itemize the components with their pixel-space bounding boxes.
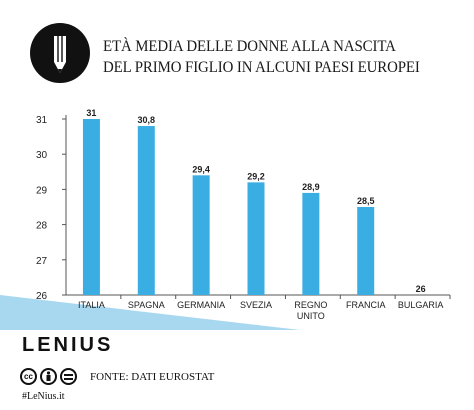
cc-icon: cc (20, 368, 37, 385)
chart-area: 26 27 28 29 30 31 31 ITALIA 30,8 SPAGNA 29,4 GERMAN… (0, 100, 474, 400)
header: ETÀ MEDIA DELLE DONNE ALLA NASCITA DEL P… (0, 0, 474, 100)
chart-title-line1: ETÀ MEDIA DELLE DONNE ALLA NASCITA (103, 38, 396, 55)
bar (357, 207, 375, 295)
website-handle: #LeNius.it (22, 391, 65, 402)
x-tick-label: REGNO (294, 300, 327, 310)
data-label: 29,2 (247, 171, 265, 181)
license-icons: cc (20, 368, 77, 385)
chart-title: ETÀ MEDIA DELLE DONNE ALLA NASCITA DEL P… (103, 36, 442, 78)
brand-logo: LENIUS (22, 334, 114, 356)
background-triangle-fill (0, 295, 300, 330)
y-tick-label: 29 (36, 185, 48, 196)
bar (192, 175, 210, 295)
x-tick-label: ITALIA (78, 300, 105, 310)
bar (247, 182, 265, 295)
x-tick-label: SVEZIA (240, 300, 272, 310)
nd-icon (60, 368, 77, 385)
data-label: 26 (416, 284, 426, 294)
y-tick-label: 31 (36, 115, 48, 126)
source-text: FONTE: DATI EUROSTAT (90, 371, 215, 383)
y-tick-label: 28 (36, 221, 48, 232)
bar (82, 119, 100, 295)
data-label: 31 (86, 108, 96, 118)
x-tick-label: FRANCIA (346, 300, 386, 310)
bar (302, 192, 320, 295)
data-label: 28,9 (302, 182, 320, 192)
data-label: 30,8 (138, 115, 156, 125)
by-icon (40, 368, 57, 385)
bar-chart: 26 27 28 29 30 31 31 ITALIA 30,8 SPAGNA 29,4 GERMAN… (0, 108, 474, 400)
pencil-icon (30, 23, 90, 83)
bar (137, 126, 155, 295)
footer: LENIUS cc FONTE: DATI EUROSTAT #LeNius.i… (0, 320, 474, 410)
x-tick-label: BULGARIA (398, 300, 444, 310)
x-tick-label: GERMANIA (177, 300, 225, 310)
x-tick-label: UNITO (297, 311, 325, 321)
data-label: 29,4 (192, 164, 210, 174)
x-tick-label: SPAGNA (128, 300, 165, 310)
data-label: 28,5 (357, 196, 375, 206)
y-tick-label: 30 (36, 150, 48, 161)
chart-title-line2: DEL PRIMO FIGLIO IN ALCUNI PAESI EUROPEI (103, 59, 420, 76)
y-tick-label: 26 (36, 291, 48, 302)
y-tick-label: 27 (36, 256, 48, 267)
